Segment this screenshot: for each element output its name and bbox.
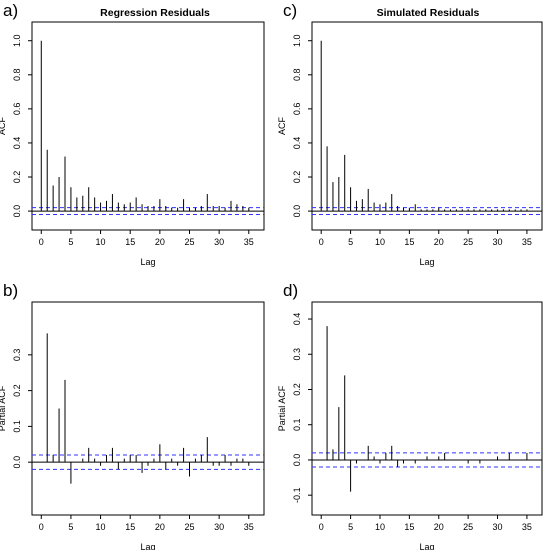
plot-frame	[311, 301, 543, 516]
y-tick-label: 0.0	[292, 205, 302, 218]
x-tick-label: 10	[375, 522, 385, 532]
y-tick-label: 0.1	[292, 418, 302, 431]
y-tick-label: 1.0	[292, 34, 302, 47]
x-tick-label: 25	[184, 522, 194, 532]
y-tick-label: 0.0	[292, 454, 302, 467]
x-tick-label: 0	[319, 522, 324, 532]
x-tick-label: 15	[404, 522, 414, 532]
x-tick-label: 35	[522, 522, 532, 532]
panel-c: c) Simulated Residuals 0 5 10 15 20 25 30 35 0.0 0.…	[277, 1, 543, 267]
panel-label: c)	[283, 1, 297, 20]
x-tick-label: 30	[214, 237, 224, 247]
x-tick-label: 20	[434, 237, 444, 247]
chart-title: Regression Residuals	[100, 7, 210, 19]
x-tick-label: 15	[125, 237, 135, 247]
x-tick-label: 0	[319, 237, 324, 247]
panel-b: b) 0 5 10 15 20 25 30 35 0.0 0.1 0.2 0.3 Lag Partial A…	[0, 281, 265, 550]
x-tick-label: 20	[155, 522, 165, 532]
y-tick-label: 0.4	[292, 137, 302, 150]
x-tick-label: 0	[39, 237, 44, 247]
x-tick-label: 35	[522, 237, 532, 247]
y-tick-label: 0.2	[12, 384, 22, 397]
x-tick-label: 35	[244, 522, 254, 532]
x-tick-label: 35	[244, 237, 254, 247]
y-axis-label: Partial ACF	[277, 385, 287, 431]
plot-frame	[311, 21, 543, 231]
y-axis-label: ACF	[277, 116, 287, 135]
x-tick-label: 20	[155, 237, 165, 247]
x-tick-label: 5	[68, 237, 73, 247]
x-tick-label: 25	[184, 237, 194, 247]
y-tick-label: 1.0	[12, 34, 22, 47]
y-tick-label: 0.3	[292, 348, 302, 361]
x-axis-label: Lag	[419, 257, 434, 267]
panel-label: b)	[3, 281, 18, 300]
x-tick-label: 10	[96, 522, 106, 532]
y-tick-label: 0.4	[292, 313, 302, 326]
x-tick-label: 20	[434, 522, 444, 532]
y-tick-label: 0.2	[12, 171, 22, 184]
y-tick-label: 0.8	[12, 69, 22, 82]
chart-title: Simulated Residuals	[377, 7, 480, 19]
x-tick-label: 10	[96, 237, 106, 247]
y-tick-label: 0.4	[12, 137, 22, 150]
x-tick-label: 25	[463, 237, 473, 247]
y-tick-label: 0.3	[12, 349, 22, 362]
y-tick-label: 0.2	[292, 171, 302, 184]
y-tick-label: 0.6	[292, 103, 302, 116]
y-axis-label: ACF	[0, 116, 7, 135]
x-tick-label: 25	[463, 522, 473, 532]
plot-frame	[31, 21, 265, 231]
x-tick-label: 30	[214, 522, 224, 532]
y-tick-label: 0.1	[12, 420, 22, 433]
x-tick-label: 30	[493, 237, 503, 247]
x-axis-label: Lag	[140, 257, 155, 267]
x-tick-label: 5	[68, 522, 73, 532]
y-tick-label: 0.8	[292, 69, 302, 82]
x-tick-label: 15	[404, 237, 414, 247]
panel-d: d) 0 5 10 15 20 25 30 35 -0.1 0.0 0.1 0.2 0.3 0.4 Lag Pa…	[277, 281, 543, 550]
panel-label: d)	[283, 281, 298, 300]
x-tick-label: 0	[39, 522, 44, 532]
y-tick-label: 0.2	[292, 383, 302, 396]
plot-frame	[31, 301, 265, 516]
x-axis-label: Lag	[419, 542, 434, 550]
x-tick-label: 5	[348, 522, 353, 532]
x-tick-label: 5	[348, 237, 353, 247]
y-tick-label: -0.1	[292, 487, 302, 503]
x-axis-label: Lag	[140, 542, 155, 550]
y-tick-label: 0.6	[12, 103, 22, 116]
panel-a: a) Regression Residuals 0 5 10 15 20 25 30 35 0.0 0…	[0, 1, 265, 267]
y-tick-label: 0.0	[12, 456, 22, 469]
y-axis-label: Partial ACF	[0, 385, 7, 431]
y-tick-label: 0.0	[12, 205, 22, 218]
x-tick-label: 30	[493, 522, 503, 532]
x-tick-label: 10	[375, 237, 385, 247]
x-tick-label: 15	[125, 522, 135, 532]
panel-label: a)	[3, 1, 18, 20]
